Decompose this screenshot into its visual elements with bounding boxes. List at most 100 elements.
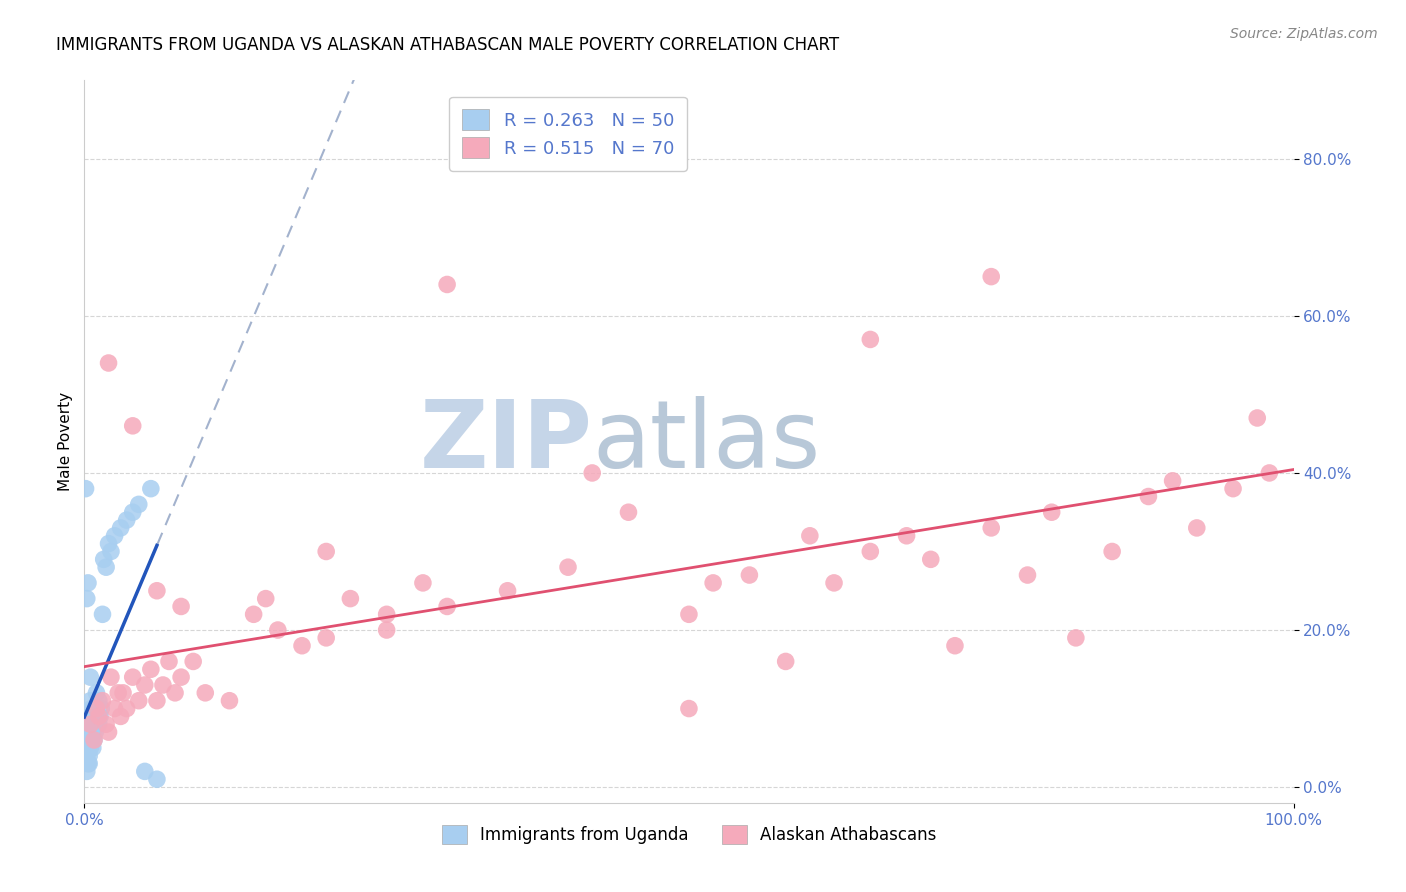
Point (128, 497, 150, 511)
Point (97, 356, 120, 370)
Point (1161, 474, 1184, 488)
Point (315, 631, 337, 645)
Point (146, 694, 169, 708)
Point (79, 694, 101, 708)
Point (980, 269, 1002, 284)
Point (1258, 466, 1281, 480)
Text: atlas: atlas (592, 395, 821, 488)
Point (84, 709, 107, 723)
Point (121, 670, 143, 684)
Point (128, 694, 150, 708)
Y-axis label: Male Poverty: Male Poverty (58, 392, 73, 491)
Point (87, 694, 110, 708)
Point (82, 725, 104, 739)
Point (110, 709, 132, 723)
Point (1222, 482, 1244, 496)
Point (77, 756, 100, 771)
Point (980, 521, 1002, 535)
Point (90, 701, 112, 715)
Point (1246, 411, 1268, 425)
Point (83, 717, 105, 731)
Point (339, 591, 361, 606)
Point (86, 717, 108, 731)
Point (75, 740, 97, 755)
Point (91, 607, 114, 622)
Point (115, 513, 138, 527)
Point (75, 482, 97, 496)
Point (436, 599, 458, 614)
Point (157, 655, 180, 669)
Point (1017, 568, 1039, 582)
Point (104, 701, 127, 715)
Point (581, 466, 603, 480)
Point (242, 607, 264, 622)
Point (76, 591, 98, 606)
Text: Source: ZipAtlas.com: Source: ZipAtlas.com (1230, 27, 1378, 41)
Point (79, 709, 101, 723)
Point (920, 552, 942, 566)
Point (115, 701, 138, 715)
Point (93, 552, 115, 566)
Point (79, 717, 101, 731)
Point (121, 418, 143, 433)
Point (1185, 521, 1208, 535)
Point (678, 607, 700, 622)
Legend: Immigrants from Uganda, Alaskan Athabascans: Immigrants from Uganda, Alaskan Athabasc… (433, 816, 945, 852)
Point (100, 670, 122, 684)
Point (112, 686, 135, 700)
Point (152, 678, 174, 692)
Point (1064, 631, 1087, 645)
Point (80, 717, 103, 731)
Point (79, 740, 101, 755)
Point (859, 333, 882, 347)
Point (76, 748, 98, 763)
Point (896, 529, 918, 543)
Point (87, 717, 110, 731)
Point (738, 568, 761, 582)
Point (121, 505, 143, 519)
Point (943, 639, 966, 653)
Point (139, 662, 162, 676)
Point (86, 701, 108, 715)
Point (80, 733, 103, 747)
Point (823, 575, 845, 590)
Point (678, 701, 700, 715)
Point (77, 717, 100, 731)
Text: IMMIGRANTS FROM UGANDA VS ALASKAN ATHABASCAN MALE POVERTY CORRELATION CHART: IMMIGRANTS FROM UGANDA VS ALASKAN ATHABA… (56, 36, 839, 54)
Point (315, 544, 337, 558)
Point (267, 623, 290, 637)
Point (84, 725, 107, 739)
Point (1101, 544, 1123, 558)
Point (76, 733, 98, 747)
Point (146, 772, 169, 787)
Point (170, 670, 193, 684)
Point (79, 670, 101, 684)
Point (83, 733, 105, 747)
Point (77, 733, 100, 747)
Point (107, 686, 129, 700)
Point (134, 764, 156, 779)
Point (77, 725, 100, 739)
Point (97, 725, 120, 739)
Point (104, 529, 127, 543)
Point (375, 607, 398, 622)
Point (79, 725, 101, 739)
Point (89, 709, 111, 723)
Point (91, 694, 114, 708)
Point (557, 560, 579, 574)
Point (436, 277, 458, 292)
Point (76, 764, 98, 779)
Point (170, 599, 193, 614)
Point (77, 748, 100, 763)
Point (859, 544, 882, 558)
Point (165, 686, 187, 700)
Point (97, 536, 120, 550)
Point (1137, 490, 1160, 504)
Point (194, 686, 217, 700)
Point (77, 575, 100, 590)
Point (139, 482, 162, 496)
Point (87, 709, 110, 723)
Point (254, 591, 277, 606)
Point (77, 756, 100, 771)
Point (375, 623, 398, 637)
